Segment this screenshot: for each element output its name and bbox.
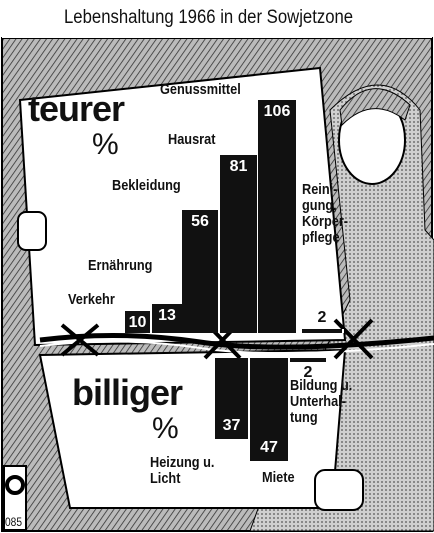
title: Lebenshaltung 1966 in der Sowjetzone [64, 10, 353, 26]
unit-label: % [92, 128, 119, 162]
value-label: 10 [125, 314, 150, 332]
value-label: 56 [182, 213, 218, 231]
unit-label: % [152, 412, 179, 446]
bar [302, 329, 344, 333]
chart-title: billiger [72, 372, 182, 414]
value-label: 13 [152, 307, 182, 325]
category-label: Genussmittel [160, 82, 241, 98]
category-label: Hausrat [168, 132, 215, 148]
bar [220, 155, 259, 333]
bar [258, 100, 298, 333]
category-label: Heizung u. Licht [150, 455, 214, 487]
value-label: 2 [302, 309, 342, 327]
chart-frame: Lebenshaltung 1966 in der Sowjetzone 085… [0, 0, 434, 533]
category-label: Reini- gung, Körper- pflege [302, 182, 348, 246]
value-label: 47 [250, 439, 288, 457]
bar [290, 358, 328, 362]
category-label: Bildung u. Unterhal- tung [290, 378, 352, 426]
category-label: Miete [262, 470, 295, 486]
category-label: Ernährung [88, 258, 152, 274]
value-label: 106 [258, 103, 296, 121]
category-label: Bekleidung [112, 178, 181, 194]
category-label: Verkehr [68, 292, 115, 308]
value-label: 81 [220, 158, 257, 176]
chart-title: teurer [28, 88, 124, 130]
logo-number: 085 [5, 514, 22, 530]
value-label: 37 [215, 417, 248, 435]
